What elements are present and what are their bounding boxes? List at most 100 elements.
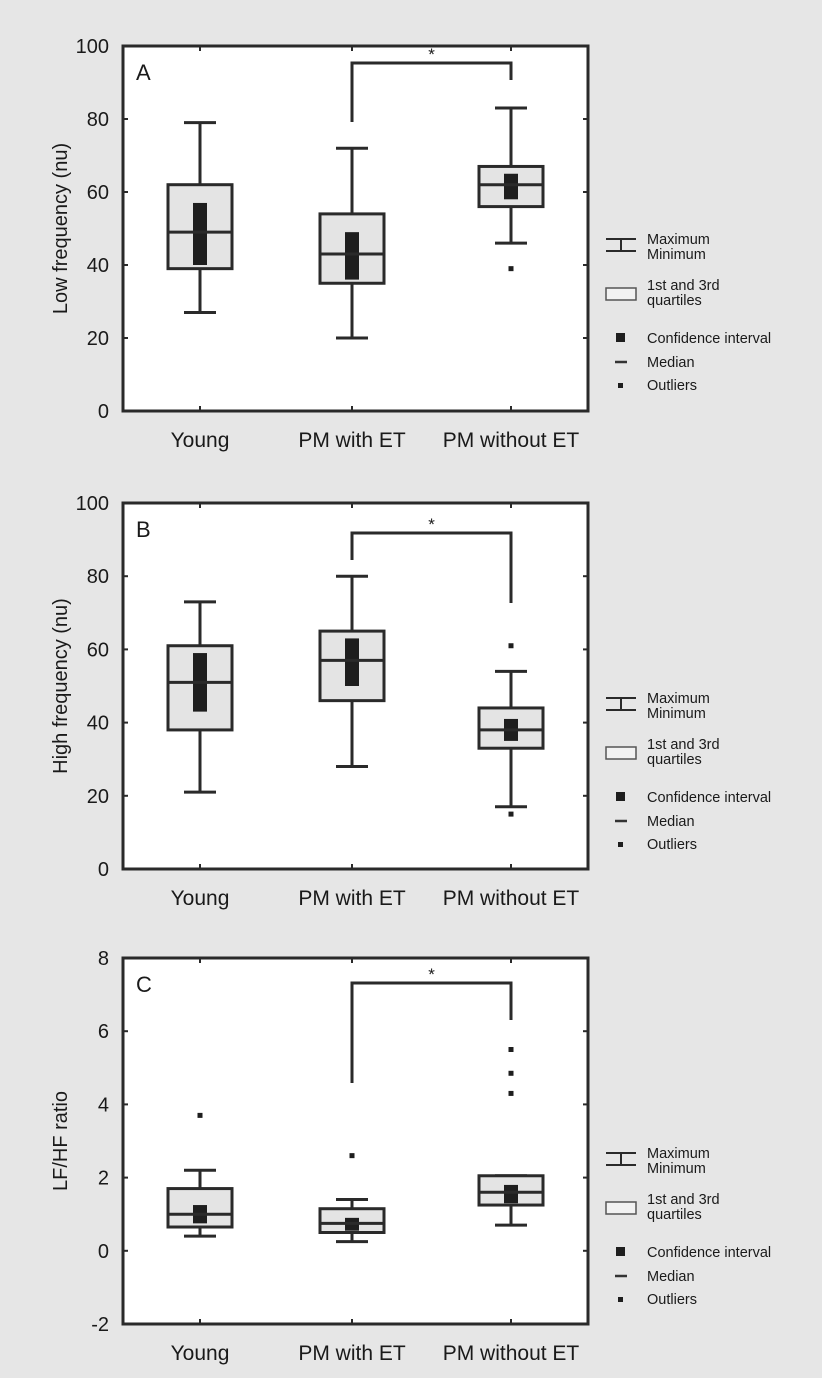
y-tick-label: 4 [98,1094,109,1116]
chart-panel-b: 0 20 40 60 80 100 High frequency (nu) B Young PM … [50,493,771,910]
outlier-icon [618,1297,623,1302]
outlier-point [508,266,514,272]
box-1 [166,121,234,314]
plot-frame [121,956,590,1326]
legend-maximum: Maximum [647,1146,710,1162]
max-min-icon [606,697,636,711]
panel-label: C [136,972,152,997]
confidence-interval [193,202,207,265]
x-category-label: PM without ET [443,1342,580,1365]
y-tick-label: 40 [87,713,109,735]
legend-minimum: Minimum [647,247,706,263]
legend-confidence: Confidence interval [647,1245,771,1261]
confidence-icon [616,1247,625,1256]
box-3 [477,106,545,272]
x-category-label: PM with ET [298,429,406,452]
x-category-label: PM with ET [298,1342,406,1365]
outlier-point [508,811,514,817]
legend-confidence: Confidence interval [647,331,771,347]
confidence-icon [616,792,625,801]
box-3 [477,1047,545,1227]
y-tick-label: 80 [87,109,109,131]
significance-star: * [428,965,435,984]
y-axis-title: High frequency (nu) [50,598,72,774]
legend-quartiles-1: 1st and 3rd [647,278,720,294]
legend-minimum: Minimum [647,1161,706,1177]
y-tick-label: 100 [76,493,109,515]
significance-bracket [350,61,513,122]
outlier-icon [618,383,623,388]
y-tick-label: 40 [87,255,109,277]
box-1 [166,600,234,794]
legend-quartiles-2: quartiles [647,1207,702,1223]
outlier-point [349,1153,355,1159]
chart-panel-c: -2 0 2 4 6 8 LF/HF ratio C Young PM with ET PM wit… [50,948,771,1365]
legend-quartiles-2: quartiles [647,752,702,768]
outlier-point [508,1090,514,1096]
x-category-label: Young [171,887,230,910]
confidence-icon [616,333,625,342]
y-tick-label: 100 [76,36,109,58]
quartile-icon [605,746,637,760]
box-2 [318,146,386,340]
x-category-label: Young [171,429,230,452]
outlier-point [508,1047,514,1052]
box-1 [166,1112,234,1238]
outlier-point [508,643,514,649]
y-axis-title: LF/HF ratio [50,1091,72,1191]
chart-panel-a: 0 20 40 60 80 100 Low frequency (nu) A Young PM w… [50,36,771,452]
significance-bracket [350,531,513,603]
confidence-interval [345,638,359,686]
outlier-point [197,1112,203,1118]
significance-star: * [428,515,435,534]
confidence-interval [504,1184,518,1204]
legend-outliers: Outliers [647,1292,697,1308]
legend-quartiles-1: 1st and 3rd [647,1192,720,1208]
y-tick-label: 0 [98,1241,109,1263]
legend-outliers: Outliers [647,837,697,853]
quartile-icon [605,1201,637,1215]
y-tick-label: 60 [87,182,109,204]
box-3 [477,643,545,817]
x-category-label: PM with ET [298,887,406,910]
quartile-box [166,644,234,732]
y-tick-label: 20 [87,786,109,808]
significance-star: * [428,45,435,64]
box-2 [318,1153,386,1244]
box-2 [318,574,386,769]
y-tick-label: 0 [98,859,109,881]
quartile-icon [605,287,637,301]
confidence-interval [504,173,518,200]
y-tick-label: 0 [98,401,109,423]
y-tick-label: -2 [91,1314,109,1336]
confidence-interval [345,232,359,280]
panel-label: B [136,517,151,542]
x-category-label: Young [171,1342,230,1365]
y-tick-label: 6 [98,1021,109,1043]
legend-quartiles-1: 1st and 3rd [647,737,720,753]
legend-median: Median [647,814,695,830]
y-tick-label: 80 [87,566,109,588]
x-category-label: PM without ET [443,887,580,910]
y-axis-title: Low frequency (nu) [50,143,72,314]
legend-minimum: Minimum [647,706,706,722]
outlier-point [508,1070,514,1076]
y-tick-label: 20 [87,328,109,350]
significance-bracket [350,981,513,1083]
legend-outliers: Outliers [647,378,697,394]
legend-maximum: Maximum [647,232,710,248]
outlier-icon [618,842,623,847]
legend-confidence: Confidence interval [647,790,771,806]
legend-quartiles-2: quartiles [647,293,702,309]
y-tick-label: 60 [87,639,109,661]
x-category-label: PM without ET [443,429,580,452]
y-tick-label: 8 [98,948,109,970]
legend-median: Median [647,1269,695,1285]
max-min-icon [606,238,636,252]
y-tick-label: 2 [98,1168,109,1190]
panel-label: A [136,60,151,85]
